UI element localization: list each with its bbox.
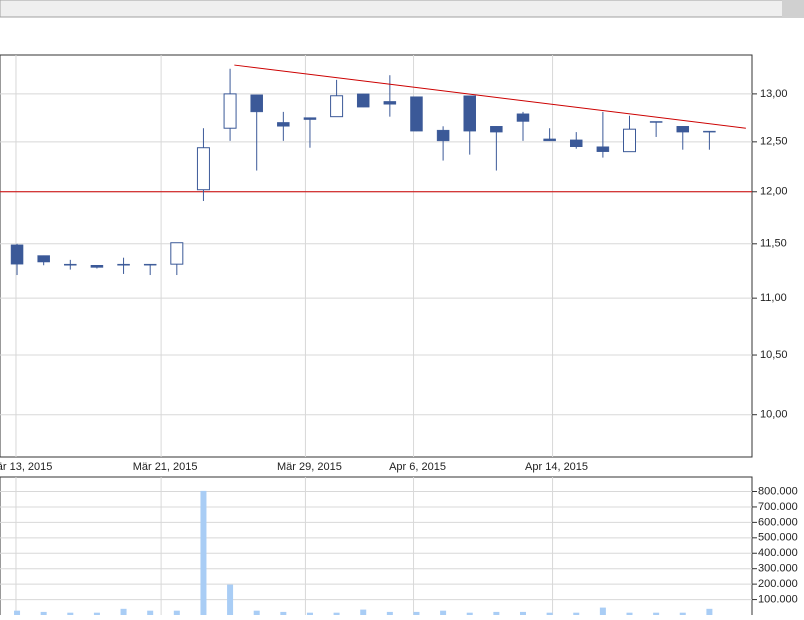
candle-body: [303, 117, 317, 120]
volume-bar: [333, 612, 340, 615]
volume-bar: [679, 612, 686, 615]
volume-bar: [67, 612, 74, 615]
candle-body: [117, 263, 130, 266]
candle-body: [196, 147, 210, 191]
volume-bar: [360, 609, 367, 615]
volume-bar: [653, 612, 660, 615]
volume-bar: [306, 612, 313, 615]
volume-bar: [14, 610, 21, 615]
candle-body: [623, 128, 637, 153]
y-tick-label: 10,50: [760, 349, 788, 361]
trend-line: [234, 64, 746, 129]
candle-body: [64, 263, 77, 266]
volume-bar: [200, 490, 207, 615]
y-tick-label: 200.000: [758, 578, 798, 590]
candle-body: [277, 122, 290, 127]
price-panel: [0, 54, 753, 458]
volume-bar: [466, 612, 473, 615]
candle-body: [90, 265, 104, 268]
y-tick-label: 400.000: [758, 547, 798, 559]
volume-bar: [386, 611, 393, 615]
volume-bar: [40, 611, 47, 615]
candle-body: [649, 121, 663, 123]
x-tick-label: Mär 13, 2015: [0, 461, 52, 473]
candle-body: [703, 130, 716, 133]
volume-bar: [440, 610, 447, 615]
candle-body: [676, 126, 690, 133]
y-tick-label: 12,00: [760, 186, 788, 198]
y-tick-label: 100.000: [758, 593, 798, 605]
volume-bar: [493, 611, 500, 615]
volume-bar: [413, 611, 420, 615]
toolbar: [0, 0, 804, 18]
candle-body: [223, 93, 237, 129]
candle-body: [569, 139, 583, 147]
volume-bar: [227, 584, 234, 615]
volume-bar: [93, 612, 100, 615]
volume-bar: [173, 610, 180, 615]
candle-body: [356, 93, 370, 108]
candle-body: [596, 146, 610, 152]
volume-bar: [519, 611, 526, 615]
x-tick-label: Apr 6, 2015: [389, 461, 446, 473]
volume-bar: [546, 612, 553, 615]
candle-body: [490, 126, 503, 133]
y-tick-label: 11,00: [760, 292, 787, 304]
y-tick-label: 500.000: [758, 532, 798, 544]
toolbar-block: [782, 0, 804, 17]
y-tick-label: 12,50: [760, 136, 788, 148]
y-tick-label: 600.000: [758, 516, 798, 528]
y-tick-label: 10,00: [760, 409, 788, 421]
candle-body: [330, 95, 344, 118]
y-tick-label: 11,50: [760, 238, 787, 250]
y-tick-label: 700.000: [758, 501, 798, 513]
volume-bar: [120, 608, 127, 615]
candle-body: [410, 96, 423, 132]
candle-body: [143, 263, 157, 266]
volume-bar: [280, 611, 287, 615]
volume-bar: [599, 607, 606, 615]
candle-body: [250, 94, 263, 113]
volume-bar: [706, 608, 713, 615]
candle-body: [516, 113, 530, 122]
volume-panel: [0, 476, 753, 618]
volume-bar: [147, 610, 154, 615]
y-tick-label: 800.000: [758, 485, 798, 497]
candle-body: [543, 138, 556, 142]
candle-body: [463, 95, 476, 132]
candle-body: [170, 242, 184, 265]
x-tick-label: Mär 29, 2015: [277, 461, 342, 473]
volume-bar: [573, 612, 580, 615]
volume-bar: [253, 610, 260, 615]
x-tick-label: Mär 21, 2015: [133, 461, 198, 473]
candle-body: [436, 129, 450, 142]
candle-body: [383, 101, 397, 105]
x-tick-label: Apr 14, 2015: [525, 461, 588, 473]
y-tick-label: 13,00: [760, 88, 788, 100]
volume-bar: [626, 612, 633, 615]
y-tick-label: 300.000: [758, 563, 798, 575]
candle-body: [10, 244, 24, 265]
candle-body: [37, 255, 50, 263]
